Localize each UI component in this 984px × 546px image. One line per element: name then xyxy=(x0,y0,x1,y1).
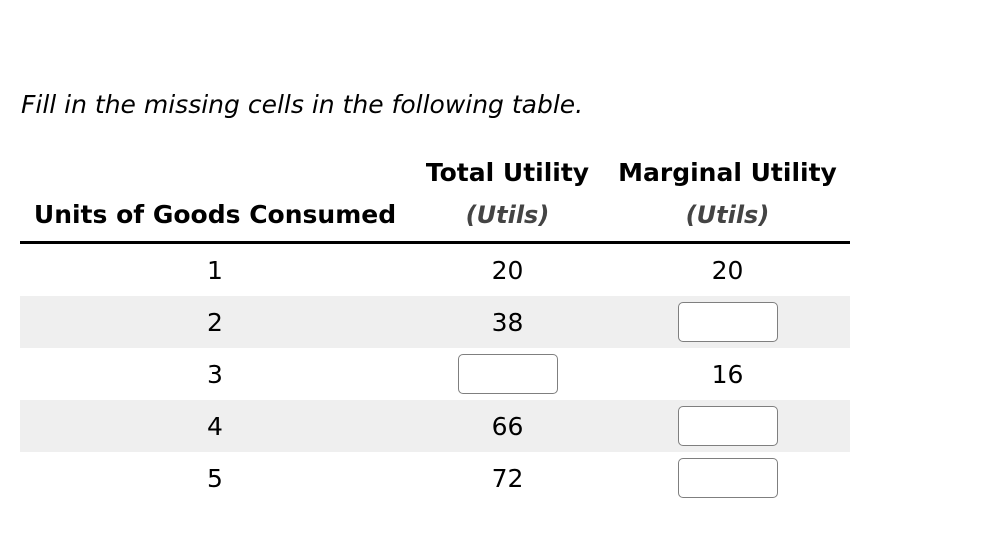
marginal-utility-input-row-4[interactable] xyxy=(677,406,778,446)
total-utility-cell-row-1: 20 xyxy=(491,255,524,285)
units-cell-row-5: 5 xyxy=(207,463,223,493)
marginal-utility-cell-row-5 xyxy=(605,452,850,504)
utility-table: Units of Goods Consumed Total Utility (U… xyxy=(20,152,850,504)
total-utility-cell-row-4: 66 xyxy=(491,411,524,441)
table-header-row: Units of Goods Consumed Total Utility (U… xyxy=(20,152,850,244)
marginal-utility-cell-row-3: 16 xyxy=(711,359,744,389)
column-header-units-label: Units of Goods Consumed xyxy=(33,200,397,229)
table-body: 1 20 20 2 38 3 16 4 66 xyxy=(20,244,850,504)
column-header-total-units-label: (Utils) xyxy=(465,201,550,229)
marginal-utility-cell-row-4 xyxy=(605,400,850,452)
units-cell-row-3: 3 xyxy=(207,359,223,389)
column-header-total: Total Utility (Utils) xyxy=(410,152,605,236)
total-utility-cell-row-3 xyxy=(410,348,605,400)
total-utility-input-row-3[interactable] xyxy=(457,354,558,394)
total-utility-cell-row-2: 38 xyxy=(491,307,524,337)
units-cell-row-2: 2 xyxy=(207,307,223,337)
marginal-utility-input-row-5[interactable] xyxy=(677,458,778,498)
table-row-2: 2 38 xyxy=(20,296,850,348)
units-cell-row-4: 4 xyxy=(207,411,223,441)
table-row-4: 4 66 xyxy=(20,400,850,452)
column-header-total-label: Total Utility xyxy=(425,158,590,187)
table-row-3: 3 16 xyxy=(20,348,850,400)
table-row-1: 1 20 20 xyxy=(20,244,850,296)
total-utility-cell-row-5: 72 xyxy=(491,463,524,493)
table-row-5: 5 72 xyxy=(20,452,850,504)
marginal-utility-cell-row-1: 20 xyxy=(711,255,744,285)
marginal-utility-cell-row-2 xyxy=(605,296,850,348)
instruction-text: Fill in the missing cells in the followi… xyxy=(21,90,584,119)
column-header-marginal-units-label: (Utils) xyxy=(685,201,770,229)
marginal-utility-input-row-2[interactable] xyxy=(677,302,778,342)
column-header-marginal-label: Marginal Utility xyxy=(618,158,837,187)
units-cell-row-1: 1 xyxy=(207,255,223,285)
column-header-units: Units of Goods Consumed xyxy=(20,194,410,236)
column-header-marginal: Marginal Utility (Utils) xyxy=(605,152,850,236)
